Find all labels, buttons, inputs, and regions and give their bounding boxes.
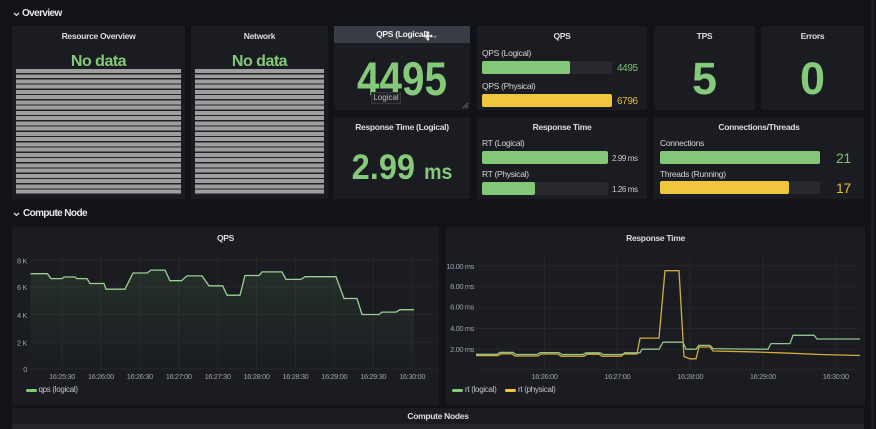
svg-text:16:27:30: 16:27:30 <box>205 372 231 381</box>
svg-text:2 K: 2 K <box>17 339 27 348</box>
svg-text:6.00 ms: 6.00 ms <box>450 303 475 312</box>
svg-text:16:29:30: 16:29:30 <box>360 372 386 381</box>
svg-text:16:28:30: 16:28:30 <box>282 372 308 381</box>
svg-text:4 K: 4 K <box>17 311 27 320</box>
svg-text:16:27:00: 16:27:00 <box>604 372 630 381</box>
svg-text:10.00 ms: 10.00 ms <box>446 262 474 271</box>
svg-text:16:26:00: 16:26:00 <box>532 372 558 381</box>
svg-text:16:29:00: 16:29:00 <box>321 372 347 381</box>
svg-text:16:27:00: 16:27:00 <box>166 372 192 381</box>
svg-text:16:30:00: 16:30:00 <box>823 372 849 381</box>
svg-text:8 K: 8 K <box>17 257 27 266</box>
svg-text:2.00 ms: 2.00 ms <box>450 345 475 354</box>
svg-text:16:28:00: 16:28:00 <box>677 372 703 381</box>
svg-text:16:26:00: 16:26:00 <box>88 372 114 381</box>
svg-text:16:26:30: 16:26:30 <box>127 372 153 381</box>
svg-text:16:30:00: 16:30:00 <box>399 372 425 381</box>
svg-text:16:28:00: 16:28:00 <box>244 372 270 381</box>
svg-text:16:25:30: 16:25:30 <box>49 372 75 381</box>
svg-text:16:29:00: 16:29:00 <box>750 372 776 381</box>
svg-text:6 K: 6 K <box>17 283 27 292</box>
svg-text:0: 0 <box>23 365 27 374</box>
svg-text:4.00 ms: 4.00 ms <box>450 324 475 333</box>
svg-text:8.00 ms: 8.00 ms <box>450 282 475 291</box>
